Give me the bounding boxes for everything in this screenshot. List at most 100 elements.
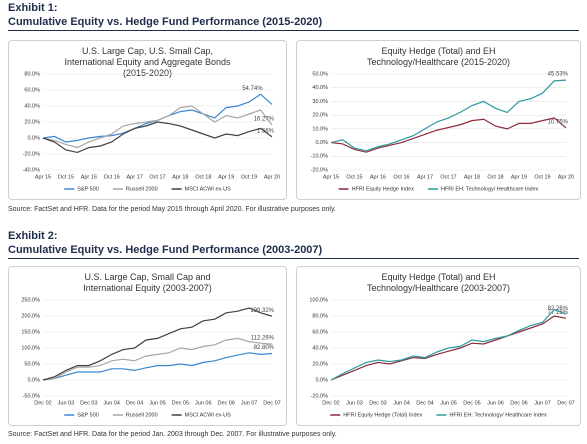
y-tick-label: -20.0% xyxy=(311,167,329,173)
value-label: 82.80% xyxy=(254,345,275,351)
y-tick-label: -20.0% xyxy=(23,151,41,157)
x-tick-label: Jun 04 xyxy=(393,400,410,406)
x-tick-label: Jun 05 xyxy=(440,400,457,406)
x-tick-label: Dec 04 xyxy=(126,400,143,406)
x-tick-label: Apr 20 xyxy=(264,174,280,180)
x-tick-label: Dec 02 xyxy=(322,400,339,406)
value-label: 82.26% xyxy=(548,306,569,312)
legend-label: MSCI ACWI ex-US xyxy=(185,412,231,418)
chart-title: U.S. Large Cap, U.S. Small Cap, Internat… xyxy=(64,46,231,78)
chart: -20.0% -10.0% 0.0% 10.0% 20.0% 30.0% 40.0% 50.0… xyxy=(311,71,575,192)
y-tick-label: 150.0% xyxy=(21,329,40,335)
y-tick-label: 20.0% xyxy=(312,361,328,367)
y-tick-label: 60.0% xyxy=(312,329,328,335)
x-tick-label: Jun 06 xyxy=(195,400,212,406)
x-tick-label: Oct 18 xyxy=(487,174,503,180)
chart-title: Equity Hedge (Total) and EH Technology/H… xyxy=(366,46,511,67)
y-tick-label: 60.0% xyxy=(24,87,40,93)
y-tick-label: 80.0% xyxy=(312,313,328,319)
exhibit-label: Exhibit 1: xyxy=(8,2,58,14)
x-tick-label: Apr 15 xyxy=(35,174,51,180)
x-tick-label: Dec 02 xyxy=(34,400,51,406)
y-tick-label: -50.0% xyxy=(23,393,41,399)
x-tick-label: Dec 05 xyxy=(172,400,189,406)
x-tick-label: Apr 16 xyxy=(370,174,386,180)
x-tick-label: Jun 03 xyxy=(58,400,75,406)
x-tick-label: Dec 06 xyxy=(217,400,234,406)
value-label: 45.53% xyxy=(548,72,569,78)
y-tick-label: 50.0% xyxy=(24,361,40,367)
y-tick-label: 40.0% xyxy=(24,103,40,109)
legend-label: S&P 500 xyxy=(77,412,99,418)
x-tick-label: Apr 17 xyxy=(417,174,433,180)
x-tick-label: Apr 19 xyxy=(218,174,234,180)
x-tick-label: Oct 15 xyxy=(58,174,74,180)
x-tick-label: Apr 19 xyxy=(511,174,527,180)
x-tick-label: Dec 05 xyxy=(463,400,480,406)
value-label: 16.27% xyxy=(254,117,275,123)
value-label: 10.75% xyxy=(548,119,569,125)
chart-panel: Equity Hedge (Total) and EH Technology/H… xyxy=(296,40,581,200)
series-line xyxy=(42,105,273,149)
chart-title: Equity Hedge (Total) and EH Technology/H… xyxy=(366,272,511,293)
x-tick-label: Dec 03 xyxy=(369,400,386,406)
y-tick-label: -40.0% xyxy=(23,167,41,173)
y-tick-label: -10.0% xyxy=(311,154,329,160)
value-label: 77.15% xyxy=(548,310,569,316)
chart-title: U.S. Large Cap, Small Cap and Internatio… xyxy=(83,272,212,293)
x-tick-label: Apr 20 xyxy=(558,174,574,180)
x-tick-label: Jun 06 xyxy=(487,400,504,406)
x-tick-label: Oct 16 xyxy=(104,174,120,180)
series-line xyxy=(42,337,273,381)
x-tick-label: Dec 04 xyxy=(416,400,433,406)
x-tick-label: Oct 19 xyxy=(241,174,257,180)
series-line xyxy=(330,117,567,153)
x-tick-label: Oct 18 xyxy=(195,174,211,180)
x-tick-label: Apr 15 xyxy=(323,174,339,180)
x-tick-label: Jun 07 xyxy=(534,400,551,406)
x-tick-label: Oct 15 xyxy=(346,174,362,180)
y-tick-label: -20.0% xyxy=(311,393,329,399)
y-tick-label: 30.0% xyxy=(312,99,328,105)
y-tick-label: 250.0% xyxy=(21,297,40,303)
value-label: 199.32% xyxy=(250,308,274,314)
series-line xyxy=(42,352,273,381)
value-label: 112.26% xyxy=(251,336,275,342)
series-line xyxy=(330,79,567,152)
series-line xyxy=(42,121,273,154)
x-tick-label: Apr 18 xyxy=(464,174,480,180)
y-tick-label: 100.0% xyxy=(309,297,328,303)
x-tick-label: Dec 03 xyxy=(80,400,97,406)
legend-label: Russell 2000 xyxy=(126,186,158,192)
chart: -20.0% 0.0% 20.0% 40.0% 60.0% 80.0% 100.0% Dec … xyxy=(309,297,574,418)
x-tick-label: Jun 07 xyxy=(241,400,258,406)
y-tick-label: 40.0% xyxy=(312,85,328,91)
y-tick-label: 10.0% xyxy=(312,126,328,132)
y-tick-label: 50.0% xyxy=(312,71,328,77)
x-tick-label: Apr 17 xyxy=(126,174,142,180)
legend-label: HFRI EH: Technology/ Healthcare Index xyxy=(449,412,547,418)
chart: -50.0% 0.0% 50.0% 100.0% 150.0% 200.0% 250.0% D… xyxy=(21,297,280,418)
y-tick-label: 100.0% xyxy=(21,345,40,351)
series-line xyxy=(330,308,567,381)
y-tick-label: 20.0% xyxy=(312,113,328,119)
chart: -40.0% -20.0% 0.0% 20.0% 40.0% 60.0% 80.0% Apr … xyxy=(23,71,281,192)
chart-panel: Equity Hedge (Total) and EH Technology/H… xyxy=(296,266,581,426)
legend-label: HFRI Equity Hedge (Total) Index xyxy=(343,412,422,418)
legend-label: HFRI Equity Hedge Index xyxy=(352,186,415,192)
y-tick-label: 0.0% xyxy=(315,377,328,383)
value-label: 1.56% xyxy=(257,128,275,134)
exhibit-label: Exhibit 2: xyxy=(8,230,58,242)
y-tick-label: 0.0% xyxy=(27,377,40,383)
x-tick-label: Apr 18 xyxy=(172,174,188,180)
legend-label: HFRI EH: Technology/ Healthcare Index xyxy=(441,186,539,192)
chart-panel: U.S. Large Cap, U.S. Small Cap, Internat… xyxy=(8,40,287,200)
y-tick-label: 20.0% xyxy=(24,119,40,125)
exhibit-title: Cumulative Equity vs. Hedge Fund Perform… xyxy=(8,244,579,259)
chart-panel: U.S. Large Cap, Small Cap and Internatio… xyxy=(8,266,287,426)
x-tick-label: Dec 06 xyxy=(510,400,527,406)
x-tick-label: Oct 19 xyxy=(534,174,550,180)
y-tick-label: 0.0% xyxy=(27,135,40,141)
source-note: Source: FactSet and HFR. Data for the pe… xyxy=(8,206,336,213)
